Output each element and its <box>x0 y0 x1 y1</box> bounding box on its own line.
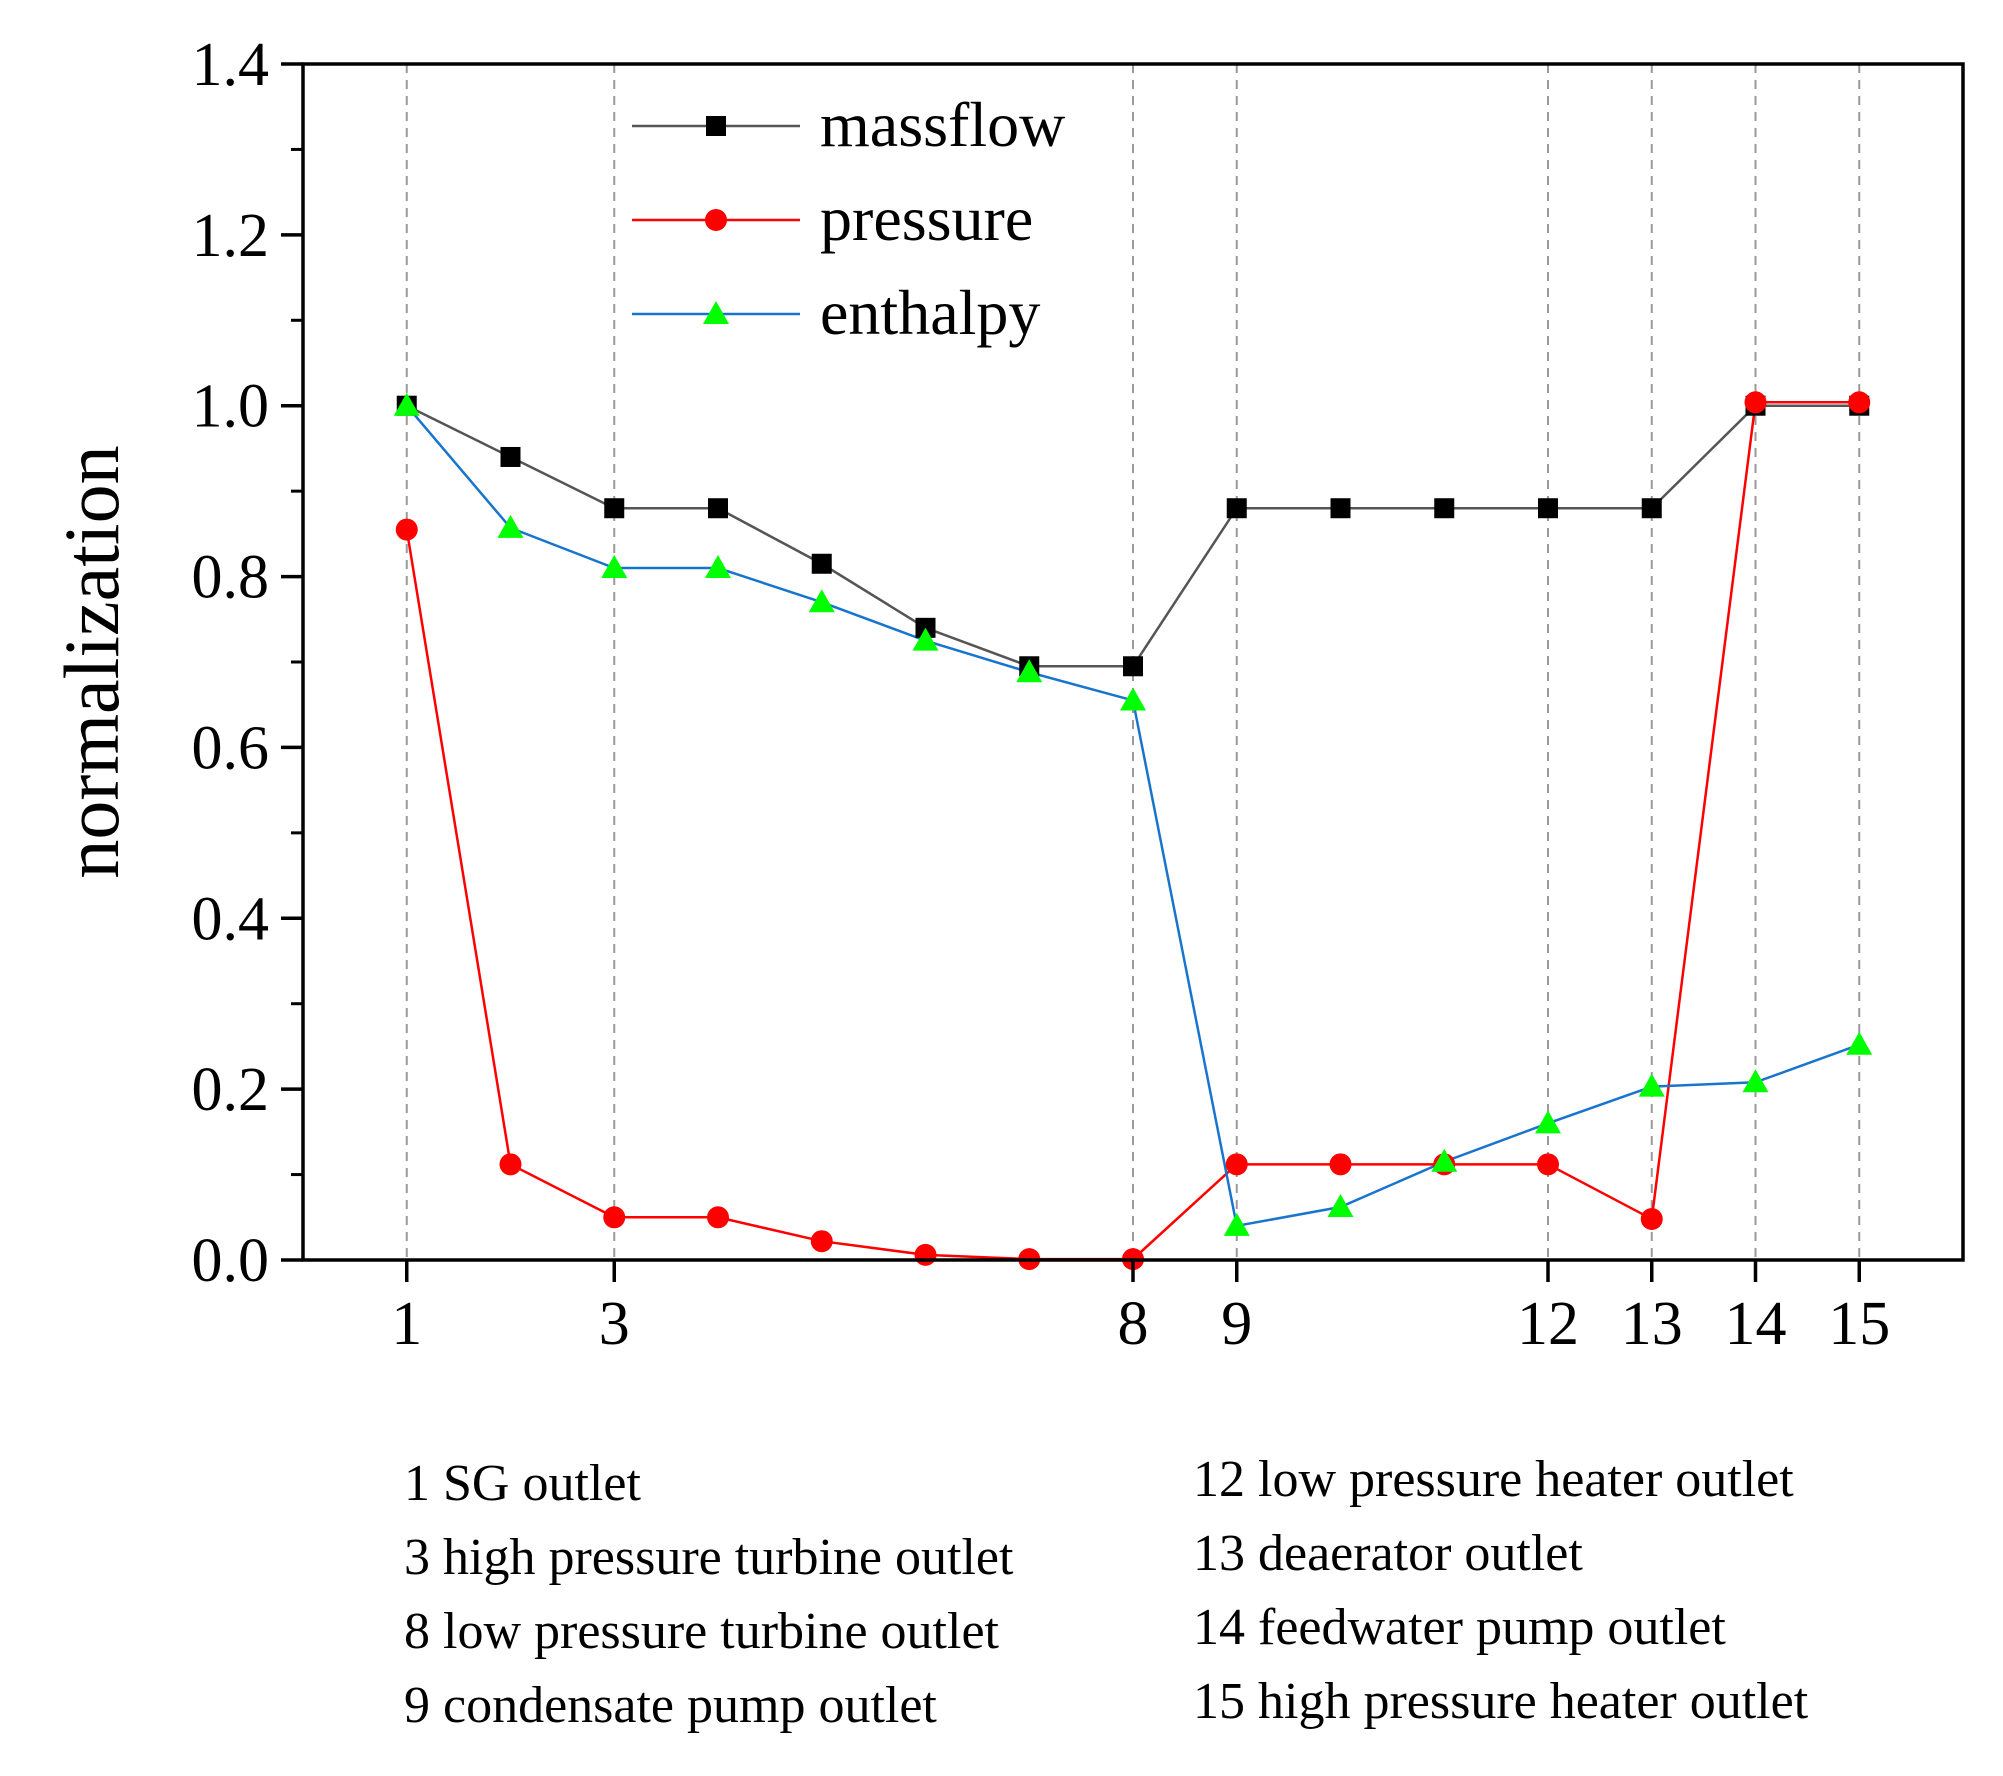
y-tick-label: 1.4 <box>192 31 270 99</box>
marker-massflow-11 <box>1434 498 1455 519</box>
legend: massflow pressure enthalpy <box>632 89 1065 348</box>
marker-enthalpy-7 <box>1016 659 1043 683</box>
marker-enthalpy-6 <box>912 627 939 651</box>
marker-massflow-5 <box>811 553 832 574</box>
marker-pressure-15 <box>1848 391 1871 414</box>
y-tick-label: 0.8 <box>192 544 270 612</box>
x-tick-label: 3 <box>599 1290 630 1358</box>
marker-massflow-10 <box>1330 498 1351 519</box>
marker-pressure-9 <box>1225 1153 1248 1176</box>
y-tick-label: 0.6 <box>192 714 270 782</box>
note-item: 13 deaerator outlet <box>1193 1525 1583 1582</box>
marker-enthalpy-1 <box>393 392 420 416</box>
legend-label-pressure: pressure <box>820 183 1033 254</box>
y-tick-label: 0.0 <box>192 1227 270 1295</box>
marker-pressure-12 <box>1537 1153 1559 1176</box>
marker-enthalpy-15 <box>1846 1031 1873 1055</box>
y-tick-label: 1.0 <box>192 373 270 441</box>
x-tick-label: 9 <box>1221 1290 1252 1358</box>
marker-massflow-8 <box>1123 656 1143 677</box>
y-tick-label: 0.4 <box>192 885 270 953</box>
marker-enthalpy-4 <box>705 555 731 579</box>
note-item: 9 condensate pump outlet <box>404 1677 937 1734</box>
marker-pressure-1 <box>395 518 418 541</box>
marker-enthalpy-5 <box>808 589 835 613</box>
legend-marker-enthalpy <box>703 301 729 324</box>
marker-massflow-2 <box>500 446 521 467</box>
legend-marker-pressure <box>705 209 727 231</box>
y-axis-ticks: 0.0 0.2 0.4 0.6 0.8 1.0 1.2 1.4 <box>192 31 303 1295</box>
x-tick-label: 8 <box>1118 1290 1149 1358</box>
marker-pressure-5 <box>810 1230 833 1253</box>
y-tick-label: 0.2 <box>192 1056 270 1124</box>
note-item: 12 low pressure heater outlet <box>1193 1451 1794 1508</box>
point-legend-notes: 1 SG outlet 3 high pressure turbine outle… <box>404 1451 1809 1734</box>
y-tick-label: 1.2 <box>192 202 270 270</box>
marker-enthalpy-8 <box>1120 687 1146 711</box>
legend-label-enthalpy: enthalpy <box>820 277 1040 348</box>
legend-label-massflow: massflow <box>820 89 1065 160</box>
marker-massflow-9 <box>1226 498 1247 519</box>
x-tick-label: 12 <box>1517 1290 1579 1358</box>
marker-massflow-12 <box>1538 498 1558 519</box>
marker-pressure-13 <box>1640 1207 1663 1230</box>
x-tick-label: 1 <box>391 1290 422 1358</box>
x-tick-label: 14 <box>1725 1290 1787 1358</box>
series-markers <box>393 391 1873 1271</box>
marker-pressure-3 <box>603 1206 626 1229</box>
x-tick-label: 13 <box>1621 1290 1683 1358</box>
marker-pressure-2 <box>499 1153 522 1176</box>
x-tick-label: 15 <box>1828 1290 1890 1358</box>
note-item: 3 high pressure turbine outlet <box>404 1529 1014 1586</box>
marker-enthalpy-13 <box>1638 1073 1665 1097</box>
marker-massflow-3 <box>604 498 625 519</box>
marker-pressure-10 <box>1329 1153 1352 1176</box>
marker-massflow-4 <box>708 498 728 519</box>
legend-marker-massflow <box>706 116 726 136</box>
marker-pressure-4 <box>707 1206 729 1229</box>
marker-enthalpy-10 <box>1327 1194 1354 1218</box>
marker-massflow-13 <box>1641 498 1662 519</box>
note-item: 14 feedwater pump outlet <box>1193 1599 1726 1656</box>
note-item: 8 low pressure turbine outlet <box>404 1603 1000 1660</box>
y-axis-title: normalization <box>48 445 135 878</box>
marker-pressure-6 <box>914 1243 937 1266</box>
x-axis-ticks: 1 3 8 9 12 13 14 15 <box>391 1260 1890 1358</box>
note-item: 1 SG outlet <box>404 1455 641 1512</box>
marker-enthalpy-11 <box>1431 1148 1458 1172</box>
marker-enthalpy-12 <box>1535 1110 1561 1134</box>
marker-pressure-14 <box>1744 391 1767 414</box>
marker-enthalpy-9 <box>1223 1212 1250 1236</box>
marker-enthalpy-3 <box>601 555 628 579</box>
marker-enthalpy-2 <box>497 514 524 538</box>
marker-enthalpy-14 <box>1742 1069 1769 1093</box>
note-item: 15 high pressure heater outlet <box>1193 1673 1809 1730</box>
